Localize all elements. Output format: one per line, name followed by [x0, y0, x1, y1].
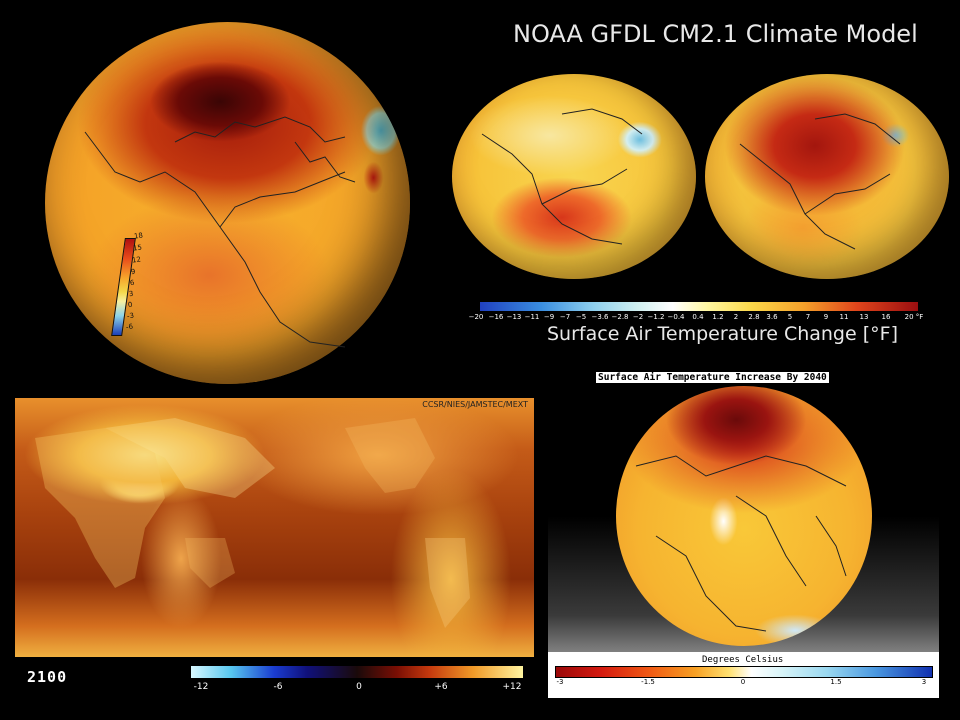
noaa-tick: 9: [823, 313, 829, 321]
globe-2040-temperature-map: [616, 386, 872, 646]
noaa-color-bar-ticks: −20 −16 −13 −11 −9 −7 −5 −3.6 −2.8 −2 −1…: [468, 313, 948, 323]
noaa-tick: −9: [543, 313, 555, 321]
noaa-tick: −2.8: [611, 313, 629, 321]
coastline-overlay: [84, 116, 356, 348]
noaa-tick: 2.8: [748, 313, 760, 321]
panel4-tick: 0: [740, 678, 746, 686]
noaa-tick: 0.4: [692, 313, 704, 321]
globe-north-america-panel: [45, 22, 410, 384]
noaa-caption: Surface Air Temperature Change [°F]: [547, 323, 898, 345]
world-temperature-map: [15, 398, 534, 657]
panel4-color-bar: [555, 666, 933, 678]
noaa-color-bar: [480, 302, 918, 311]
noaa-tick: 3.6: [766, 313, 778, 321]
noaa-tick: −13: [506, 313, 522, 321]
noaa-tick: −5: [575, 313, 587, 321]
noaa-tick: 11: [839, 313, 849, 321]
noaa-tick: −0.4: [667, 313, 685, 321]
noaa-tick: −2: [632, 313, 644, 321]
panel4-tick: -1.5: [641, 678, 655, 686]
noaa-tick: 16: [881, 313, 891, 321]
noaa-tick: 7: [805, 313, 811, 321]
coastline-overlay: [635, 455, 847, 632]
world-map-2100-panel: CCSR/NIES/JAMSTEC/MEXT: [15, 398, 534, 698]
panel1-scale-label: 0: [127, 300, 134, 310]
continent-overlay: [35, 418, 470, 628]
panel4-tick: 3: [921, 678, 927, 686]
noaa-tick: 20 °F: [904, 313, 924, 321]
coastline-overlay: [739, 113, 901, 250]
noaa-tick: −11: [524, 313, 540, 321]
noaa-tick: 13: [859, 313, 869, 321]
panel1-scale-label: -6: [125, 322, 134, 332]
map-credit: CCSR/NIES/JAMSTEC/MEXT: [422, 400, 528, 409]
panel1-scale-label: 9: [130, 267, 137, 277]
noaa-title: NOAA GFDL CM2.1 Climate Model: [513, 20, 918, 48]
noaa-tick: −20: [468, 313, 484, 321]
noaa-model-panel: NOAA GFDL CM2.1 Climate Model −20 −16 −1…: [450, 18, 955, 348]
panel4-units: Degrees Celsius: [702, 655, 784, 665]
panel4-title: Surface Air Temperature Increase By 2040: [595, 371, 830, 384]
globe-temperature-map: [45, 22, 410, 384]
panel1-scale-label: 3: [128, 289, 135, 299]
noaa-tick: −7: [559, 313, 571, 321]
panel4-tick: -3: [556, 678, 564, 686]
coastline-overlay: [481, 108, 643, 245]
panel1-scale-label: -3: [126, 311, 135, 321]
globe-left-temperature-map: [452, 74, 696, 279]
noaa-tick: 5: [787, 313, 793, 321]
noaa-tick: −1.2: [647, 313, 665, 321]
noaa-tick: 2: [733, 313, 739, 321]
panel1-scale-label: 18: [133, 231, 144, 241]
noaa-tick: −16: [488, 313, 504, 321]
panel1-scale-label: 15: [132, 243, 143, 253]
panel4-tick: 1.5: [830, 678, 842, 686]
temperature-2040-panel: Surface Air Temperature Increase By 2040…: [548, 368, 939, 698]
panel1-scale-label: 12: [131, 255, 142, 265]
panel1-scale-label: 6: [129, 278, 136, 288]
globe-right-temperature-map: [705, 74, 949, 279]
noaa-tick: 1.2: [712, 313, 724, 321]
noaa-tick: −3.6: [591, 313, 609, 321]
panel1-color-scale: 18 15 12 9 6 3 0 -3 -6: [111, 231, 146, 336]
